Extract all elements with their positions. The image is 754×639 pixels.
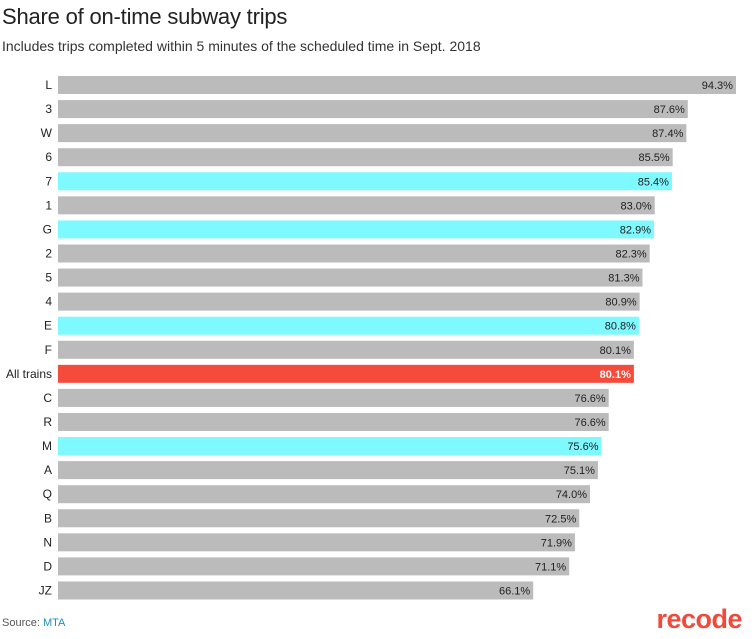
bar-7: [58, 172, 672, 191]
category-label-2: 2: [45, 246, 52, 260]
bar-3: [58, 100, 688, 119]
bar-q: [58, 485, 591, 504]
bar-r: [58, 412, 609, 431]
value-label-jz: 66.1%: [499, 585, 530, 597]
category-label-l: L: [45, 78, 52, 92]
category-label-jz: JZ: [39, 583, 52, 597]
recode-logo: recode: [656, 604, 742, 634]
bar-f: [58, 340, 634, 359]
value-label-all-trains: 80.1%: [600, 369, 631, 381]
bar-5: [58, 268, 643, 287]
category-label-6: 6: [45, 150, 52, 164]
bar-n: [58, 533, 575, 552]
bar-w: [58, 124, 687, 143]
source-note: Source: MTA: [2, 617, 65, 629]
category-label-7: 7: [45, 174, 52, 188]
bar-6: [58, 148, 673, 167]
category-label-c: C: [43, 391, 52, 405]
category-label-3: 3: [45, 102, 52, 116]
value-label-5: 81.3%: [608, 273, 639, 285]
category-label-r: R: [43, 415, 52, 429]
category-label-e: E: [44, 319, 52, 333]
bar-b: [58, 509, 580, 528]
bar-chart: L 94.3% 3 87.6% W 87.4% 6 85.5% 7 85.4% 1 83.0% G 82.…: [6, 76, 736, 600]
value-label-a: 75.1%: [564, 465, 595, 477]
category-label-a: A: [44, 463, 52, 477]
value-label-f: 80.1%: [600, 345, 631, 357]
value-label-g: 82.9%: [620, 224, 651, 236]
category-label-4: 4: [45, 295, 52, 309]
bar-jz: [58, 581, 534, 600]
bar-d: [58, 557, 570, 576]
value-label-b: 72.5%: [545, 513, 576, 525]
value-label-n: 71.9%: [541, 537, 572, 549]
category-label-f: F: [45, 343, 52, 357]
category-label-q: Q: [43, 487, 52, 501]
value-label-d: 71.1%: [535, 561, 566, 573]
value-label-r: 76.6%: [575, 417, 606, 429]
value-label-q: 74.0%: [556, 489, 587, 501]
bar-c: [58, 388, 609, 407]
source-prefix: Source:: [2, 617, 43, 629]
source-link[interactable]: MTA: [42, 617, 66, 629]
bar-l: [58, 76, 736, 94]
value-label-l: 94.3%: [702, 80, 733, 92]
bar-a: [58, 461, 598, 480]
value-label-1: 83.0%: [621, 200, 652, 212]
bar-4: [58, 292, 640, 311]
bar-e: [58, 316, 639, 335]
bar-m: [58, 437, 602, 456]
bar-all-trains: [58, 364, 634, 383]
value-label-4: 80.9%: [605, 297, 636, 309]
value-label-w: 87.4%: [652, 128, 683, 140]
value-label-e: 80.8%: [605, 321, 636, 333]
chart-title: Share of on-time subway trips: [2, 4, 288, 29]
bar-g: [58, 220, 655, 239]
value-label-3: 87.6%: [654, 104, 685, 116]
value-label-6: 85.5%: [638, 152, 669, 164]
category-label-w: W: [41, 126, 53, 140]
category-label-all-trains: All trains: [6, 367, 52, 381]
value-label-m: 75.6%: [567, 441, 598, 453]
chart-subtitle: Includes trips completed within 5 minute…: [2, 38, 481, 54]
bar-1: [58, 196, 655, 215]
category-label-m: M: [42, 439, 52, 453]
value-label-2: 82.3%: [615, 248, 646, 260]
category-label-g: G: [43, 222, 52, 236]
category-label-n: N: [43, 535, 52, 549]
category-label-1: 1: [45, 198, 52, 212]
category-label-d: D: [43, 559, 52, 573]
category-label-5: 5: [45, 271, 52, 285]
bar-2: [58, 244, 650, 263]
value-label-7: 85.4%: [638, 176, 669, 188]
category-label-b: B: [44, 511, 52, 525]
value-label-c: 76.6%: [575, 393, 606, 405]
